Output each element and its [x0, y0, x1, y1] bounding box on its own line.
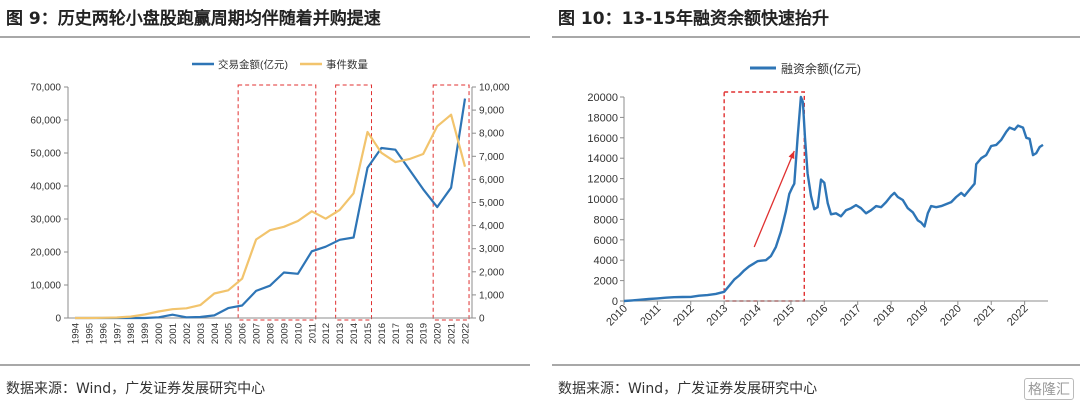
legend-label: 交易金额(亿元)	[218, 58, 288, 71]
highlight-box-1	[335, 84, 373, 321]
x-tick-label: 2021	[447, 323, 458, 344]
x-tick-label: 2002	[182, 323, 193, 344]
x-tick-label: 2003	[196, 323, 207, 344]
y-right-tick-label: 9,000	[479, 106, 504, 117]
x-tick-label: 2017	[391, 323, 402, 344]
x-tick-label: 2010	[604, 303, 630, 329]
x-tick-label: 2011	[638, 303, 663, 328]
x-tick-label: 2020	[938, 303, 964, 329]
y-right-tick-label: 3,000	[479, 244, 504, 255]
x-tick-label: 2007	[252, 323, 263, 344]
x-tick-label: 2019	[905, 303, 931, 329]
bottom-rule	[0, 364, 530, 366]
highlight-box	[723, 91, 805, 302]
x-tick-label: 2009	[279, 323, 290, 344]
y-tick-label: 4000	[594, 255, 618, 267]
highlight-box-2	[432, 84, 470, 321]
y-right-tick-label: 6,000	[479, 175, 504, 186]
y-tick-label: 14000	[587, 153, 618, 165]
x-tick-label: 1997	[112, 323, 123, 344]
legend-label: 事件数量	[326, 58, 368, 71]
y-right-tick-label: 8,000	[479, 129, 504, 140]
series-line-deal-value	[75, 98, 467, 320]
x-tick-label: 2017	[838, 303, 864, 329]
y-tick-label: 0	[612, 296, 618, 308]
y-right-tick-label: 5,000	[479, 198, 504, 209]
x-tick-label: 2022	[461, 323, 472, 344]
y-left-tick-label: 50,000	[30, 149, 61, 160]
y-left-tick-label: 0	[55, 314, 61, 325]
x-tick-label: 2012	[321, 323, 332, 344]
x-tick-label: 2015	[363, 323, 374, 344]
x-tick-label: 2000	[154, 323, 165, 344]
figure-9-source: 数据来源：Wind，广发证券发展研究中心	[6, 381, 266, 397]
y-left-tick-label: 40,000	[30, 182, 61, 193]
figure-9-title: 图 9：历史两轮小盘股跑赢周期均伴随着并购提速	[6, 9, 381, 29]
x-tick-label: 2013	[704, 303, 730, 329]
figure-10-chart: 0 2000 4000 6000 8000 10000 12000 14000 16000 180…	[587, 61, 1048, 329]
top-rule	[0, 36, 530, 38]
figure-10-panel: 图 10：13-15年融资余额快速抬升 0 2000 4000 6000 8000 100…	[552, 0, 1080, 408]
x-tick-label: 1998	[126, 323, 137, 344]
figure-9-panel: 图 9：历史两轮小盘股跑赢周期均伴随着并购提速 0 10,000 20,000 30,…	[0, 0, 530, 408]
x-tick-label: 2014	[349, 323, 360, 344]
legend-label: 融资余额(亿元)	[781, 61, 861, 76]
y-left-tick-label: 10,000	[30, 281, 61, 292]
trend-arrow-head	[788, 151, 795, 160]
figure-9-chart: 0 10,000 20,000 30,000 40,000 50,000 60,000 70,…	[30, 58, 510, 344]
y-right-tick-label: 0	[479, 314, 485, 325]
top-rule	[552, 36, 1080, 38]
y-right-tick-label: 7,000	[479, 152, 504, 163]
watermark-logo: 格隆汇	[1024, 378, 1074, 400]
y-right-tick-label: 10,000	[479, 83, 510, 94]
y-tick-label: 12000	[587, 174, 618, 186]
x-tick-label: 1994	[70, 323, 81, 344]
trend-arrow-line	[753, 150, 795, 248]
x-tick-label: 1995	[84, 323, 95, 344]
x-tick-label: 2018	[871, 303, 897, 329]
x-tick-label: 1999	[140, 323, 151, 344]
x-tick-label: 2013	[335, 323, 346, 344]
y-left-tick-label: 30,000	[30, 215, 61, 226]
x-tick-label: 2006	[238, 323, 249, 344]
x-tick-label: 2015	[771, 303, 797, 329]
y-tick-label: 6000	[594, 235, 618, 247]
bottom-rule	[552, 364, 1080, 366]
figure-10-title: 图 10：13-15年融资余额快速抬升	[558, 9, 829, 29]
x-tick-label: 2008	[266, 323, 277, 344]
y-tick-label: 8000	[594, 214, 618, 226]
x-tick-label: 2010	[293, 323, 304, 344]
series-line-margin-balance	[623, 95, 1044, 303]
x-tick-label: 2005	[224, 323, 235, 344]
x-tick-label: 2019	[419, 323, 430, 344]
y-tick-label: 18000	[587, 112, 618, 124]
x-tick-label: 2001	[168, 323, 179, 344]
x-tick-label: 2018	[405, 323, 416, 344]
x-tick-label: 2020	[433, 323, 444, 344]
y-left-tick-label: 70,000	[30, 83, 61, 94]
y-right-tick-label: 4,000	[479, 221, 504, 232]
y-tick-label: 16000	[587, 133, 618, 145]
x-tick-label: 2016	[805, 303, 831, 329]
y-right-tick-label: 1,000	[479, 290, 504, 301]
highlight-box-0	[237, 84, 317, 321]
x-tick-label: 2014	[738, 303, 764, 329]
y-tick-label: 10000	[587, 194, 618, 206]
y-tick-label: 20000	[587, 92, 618, 104]
x-tick-label: 2022	[1005, 303, 1031, 329]
y-tick-label: 2000	[594, 276, 618, 288]
x-tick-label: 2011	[307, 323, 318, 343]
y-left-tick-label: 60,000	[30, 116, 61, 127]
y-right-tick-label: 2,000	[479, 267, 504, 278]
series-line-deal-count	[75, 113, 467, 320]
x-tick-label: 1996	[98, 323, 109, 344]
x-tick-label: 2012	[671, 303, 697, 329]
x-tick-label: 2016	[377, 323, 388, 344]
figure-10-source: 数据来源：Wind，广发证券发展研究中心	[558, 381, 818, 397]
x-tick-label: 2004	[210, 323, 221, 344]
x-tick-label: 2021	[972, 303, 998, 329]
y-left-tick-label: 20,000	[30, 248, 61, 259]
